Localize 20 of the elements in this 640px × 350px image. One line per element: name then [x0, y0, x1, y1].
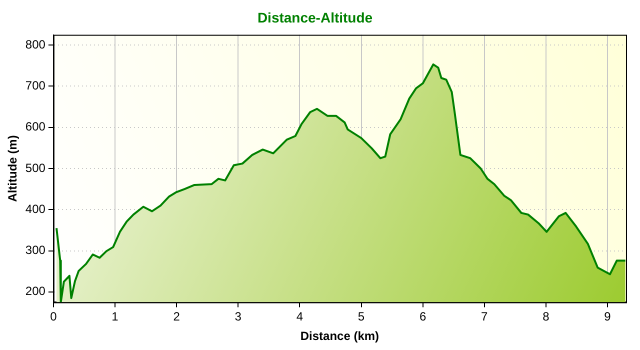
- x-tick-label: 7: [481, 310, 488, 324]
- y-tick-label: 200: [25, 284, 46, 298]
- y-tick-label: 500: [25, 160, 46, 175]
- x-tick-label: 2: [173, 310, 180, 324]
- x-tick-label: 0: [50, 310, 58, 324]
- x-tick-label: 8: [542, 310, 550, 324]
- y-tick-label: 700: [25, 78, 46, 93]
- y-axis-title: Altitude (m): [6, 135, 20, 202]
- x-tick-label: 3: [234, 310, 242, 324]
- y-tick-label: 300: [25, 243, 46, 258]
- x-tick-label: 1: [112, 310, 119, 324]
- y-tick-label: 400: [25, 202, 46, 216]
- x-tick-label: 6: [419, 310, 426, 324]
- y-tick-label: 800: [25, 37, 46, 52]
- x-axis-title: Distance (km): [300, 329, 380, 344]
- x-tick-label: 9: [604, 310, 612, 324]
- y-tick-label: 600: [25, 120, 46, 134]
- x-tick-label: 5: [358, 310, 365, 324]
- chart-title: Distance-Altitude: [257, 9, 373, 26]
- x-tick-label: 4: [296, 310, 304, 324]
